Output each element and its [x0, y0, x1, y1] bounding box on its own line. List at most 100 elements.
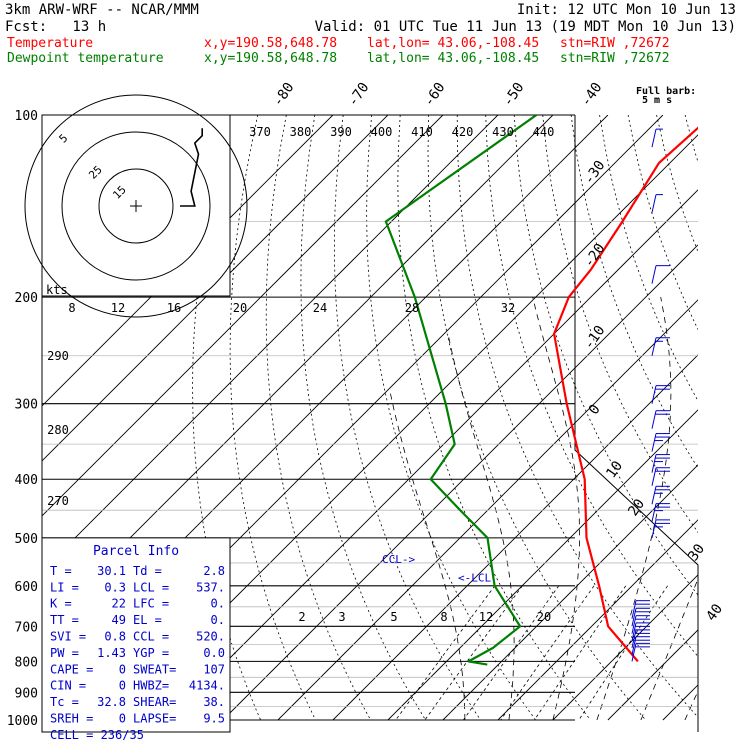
pressure-label-500: 500 [15, 532, 38, 547]
parcel-field-name: LAPSE= [133, 711, 176, 725]
mixing-ratio-label: 5 [390, 610, 397, 624]
wind-barb [651, 503, 670, 522]
hodograph-ring [61, 131, 211, 281]
parcel-field-value: 107 [203, 662, 225, 676]
mixing-ratio-label: 28 [405, 301, 419, 315]
parcel-field-name: TT = [50, 613, 79, 627]
dry-adiabat-line [714, 115, 740, 720]
dewpoint-latlon: lat,lon= 43.06,-108.45 [367, 51, 540, 66]
pressure-label-100: 100 [15, 109, 38, 124]
pressure-label-1000: 1000 [7, 714, 38, 729]
mixing-ratio-line [500, 585, 595, 721]
theta-label: 290 [47, 349, 69, 363]
mixing-ratio-label: 20 [233, 301, 247, 315]
wind-barb [631, 636, 650, 655]
wind-barb [651, 337, 670, 356]
mixing-ratio-label: 32 [501, 301, 515, 315]
pressure-label-600: 600 [15, 580, 38, 595]
parcel-field-name: SWEAT= [133, 662, 176, 676]
mixing-ratio-label: 3 [338, 610, 345, 624]
isotherm-line [442, 464, 698, 721]
mixing-ratio-label: 8 [68, 301, 75, 315]
isotherm-line [332, 354, 698, 721]
isotherm-label: -80 [270, 80, 298, 110]
mixing-ratio-label: 16 [167, 301, 181, 315]
parcel-field-value: 0.8 [104, 629, 126, 643]
parcel-field-value: 0. [211, 613, 225, 627]
moist-adiabat-line [596, 297, 672, 721]
moist-adiabat-line [532, 297, 580, 721]
parcel-field-name: Tc = [50, 695, 79, 709]
parcel-cell: CELL = 236/35 [50, 728, 144, 740]
init-time: Init: 12 UTC Mon 10 Jun 13 [516, 2, 736, 18]
parcel-field-name: CAPE = [50, 662, 93, 676]
isotherm-label: -40 [578, 80, 606, 110]
dry-adiabat-line [427, 115, 646, 721]
isotherm-line [718, 115, 740, 720]
parcel-field-value: 1.43 [97, 646, 126, 660]
theta-label: 430 [492, 125, 514, 139]
moist-adiabat-line [389, 390, 466, 720]
dry-adiabat-line [456, 115, 698, 718]
parcel-field-name: EL = [133, 613, 162, 627]
parcel-field-name: Td = [133, 564, 162, 578]
isotherm-label: 0 [586, 402, 604, 418]
parcel-field-name: SREH = [50, 711, 93, 725]
parcel-field-value: 30.1 [97, 564, 126, 578]
parcel-field-value: 22 [112, 597, 126, 611]
theta-label: 380 [290, 125, 312, 139]
wind-barb [651, 265, 670, 284]
isotherm-label: -10 [581, 323, 609, 353]
parcel-field-value: 0.0 [203, 646, 225, 660]
parcel-field-name: YGP = [133, 646, 169, 660]
parcel-info-title: Parcel Info [93, 544, 179, 559]
lcl-label: <-LCL [458, 572, 491, 585]
hodograph-trace [180, 128, 203, 207]
mixing-ratio-label: 12 [479, 610, 493, 624]
barb-legend-units: 5 m s [642, 95, 672, 106]
isotherm-label: 10 [603, 458, 626, 481]
wind-barb [651, 519, 670, 538]
hodograph-ring [24, 94, 248, 318]
parcel-field-name: CCL = [133, 629, 169, 643]
theta-label: 390 [330, 125, 352, 139]
parcel-field-value: 0 [119, 679, 126, 693]
wind-barb [651, 433, 670, 452]
isotherm-label: 40 [703, 601, 726, 624]
pressure-label-800: 800 [15, 655, 38, 670]
hodograph-ring [98, 168, 174, 244]
isotherm-label: 20 [625, 496, 648, 519]
barb-legend-title: Full barb: [636, 86, 696, 97]
parcel-field-value: 32.8 [97, 695, 126, 709]
wind-barb [651, 467, 670, 486]
dry-adiabat-line [265, 115, 371, 721]
hodograph-units: kts [46, 283, 68, 297]
dry-adiabat-line [599, 115, 698, 402]
wind-barb [651, 385, 670, 404]
theta-label: 280 [47, 423, 69, 437]
parcel-field-value: 38. [203, 695, 225, 709]
dry-adiabat-line [627, 115, 698, 331]
parcel-field-name: LFC = [133, 597, 169, 611]
isotherm-label: -70 [345, 80, 373, 110]
parcel-field-value: 0. [211, 597, 225, 611]
parcel-field-value: 4134. [189, 679, 225, 693]
wind-barb [651, 194, 663, 213]
wind-barb [631, 642, 650, 662]
mixing-ratio-label: 20 [537, 610, 551, 624]
mixing-ratio-label: 8 [440, 610, 447, 624]
mixing-ratio-line [578, 585, 668, 721]
moist-adiabat-line [447, 333, 515, 721]
wind-barb [631, 629, 650, 649]
temperature-latlon: lat,lon= 43.06,-108.45 [367, 36, 540, 51]
parcel-field-name: LCL = [133, 580, 169, 594]
isotherm-line [387, 409, 698, 721]
mixing-ratio-label: 2 [298, 610, 305, 624]
pressure-label-200: 200 [15, 291, 38, 306]
theta-label: 410 [411, 125, 433, 139]
isotherm-label: -50 [500, 80, 528, 110]
pressure-label-900: 900 [15, 686, 38, 701]
dry-adiabat-line [397, 115, 591, 721]
parcel-field-value: 0 [119, 711, 126, 725]
